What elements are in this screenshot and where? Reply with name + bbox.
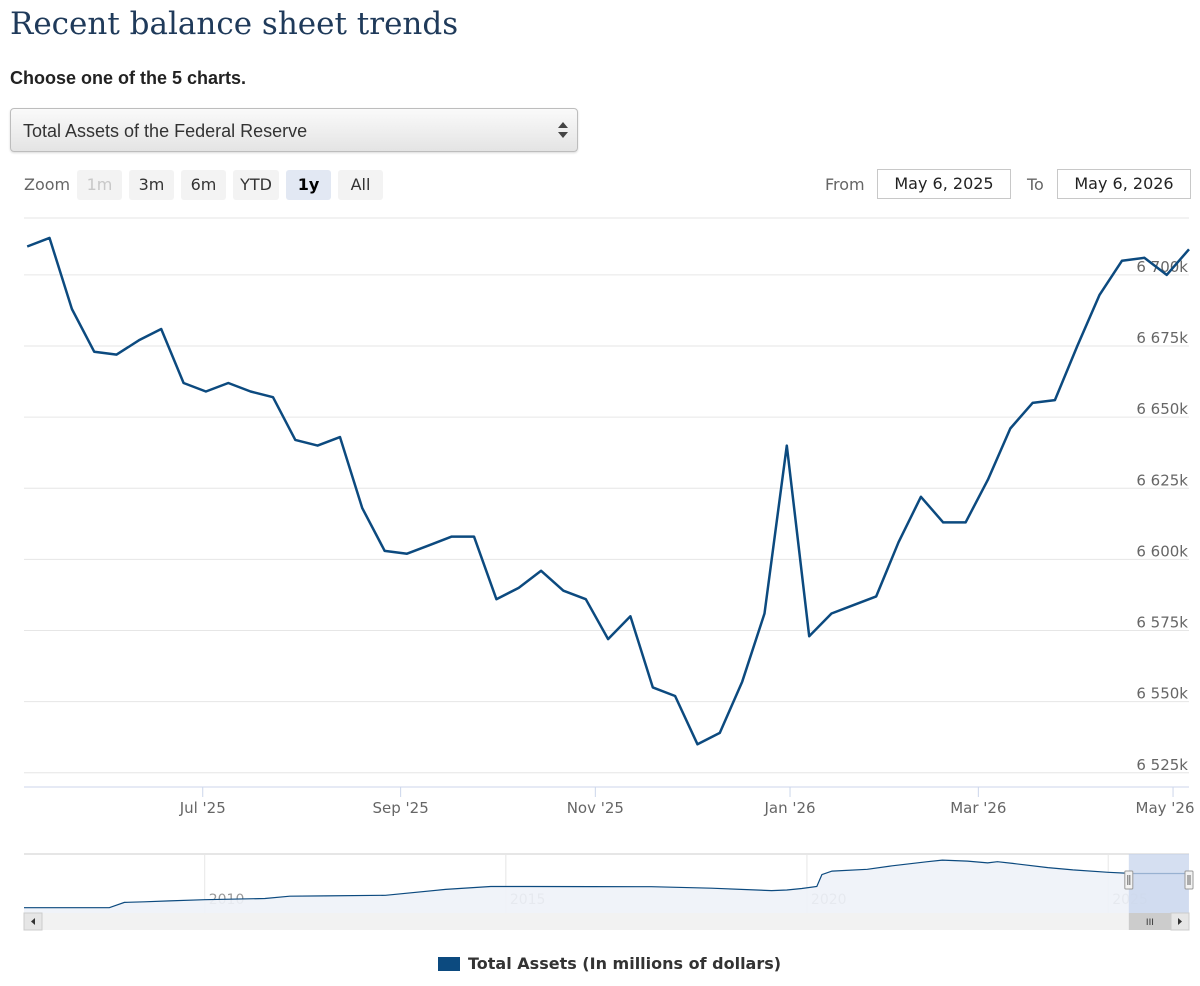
from-label: From bbox=[825, 175, 865, 194]
x-tick-label-sep-25: Sep '25 bbox=[373, 799, 429, 817]
zoom-1m-button[interactable]: 1m bbox=[77, 170, 122, 200]
y-axis-ticks: 6 525k 6 550k 6 575k 6 600k 6 625k 6 650k 6 67… bbox=[1136, 258, 1188, 774]
from-date-input[interactable]: May 6, 2025 bbox=[877, 169, 1011, 199]
scroll-left-arrow-icon bbox=[31, 918, 35, 925]
legend-label: Total Assets (In millions of dollars) bbox=[468, 954, 782, 973]
navigator-area bbox=[24, 860, 1189, 913]
x-tick-label-may-26: May '26 bbox=[1136, 799, 1195, 817]
zoom-1y-button[interactable]: 1y bbox=[286, 170, 331, 200]
scrollbar-grip-icon: III bbox=[1146, 918, 1154, 928]
scrollbar-thumb bbox=[1128, 913, 1171, 930]
chart-select-dropdown[interactable]: Total Assets of the Federal Reserve bbox=[10, 108, 578, 152]
y-tick-label-6-625k: 6 625k bbox=[1136, 471, 1188, 489]
x-tick-label-mar-26: Mar '26 bbox=[950, 799, 1006, 817]
handle-body bbox=[1184, 870, 1194, 890]
to-label: To bbox=[1027, 175, 1044, 194]
y-tick-label-6-600k: 6 600k bbox=[1136, 542, 1188, 560]
zoom-ytd-button[interactable]: YTD bbox=[233, 170, 279, 200]
x-tick-label-jul-25: Jul '25 bbox=[179, 799, 226, 817]
x-axis-ticks: Jul '25 Sep '25 Nov '25 Jan '26 Mar '26 May '… bbox=[179, 787, 1195, 817]
to-date-input[interactable]: May 6, 2026 bbox=[1057, 169, 1191, 199]
navigator-scrollbar[interactable]: III bbox=[23, 912, 1190, 931]
grid-lines bbox=[24, 217, 1189, 788]
scrollbar-track bbox=[24, 913, 1189, 930]
zoom-3m-button[interactable]: 3m bbox=[129, 170, 174, 200]
y-tick-label-6-550k: 6 550k bbox=[1136, 685, 1188, 703]
chart-svg: 6 525k 6 550k 6 575k 6 600k 6 625k 6 650k 6 67… bbox=[23, 217, 1195, 931]
y-tick-label-6-675k: 6 675k bbox=[1136, 329, 1188, 347]
navigator-handle-left bbox=[1124, 870, 1134, 890]
navigator-selection bbox=[1128, 854, 1189, 913]
zoom-6m-button[interactable]: 6m bbox=[181, 170, 226, 200]
page-title: Recent balance sheet trends bbox=[10, 6, 459, 42]
y-tick-label-6-575k: 6 575k bbox=[1136, 614, 1188, 632]
y-tick-label-6-525k: 6 525k bbox=[1136, 756, 1188, 774]
dropdown-arrows-icon bbox=[558, 122, 568, 138]
series-line-total-assets[interactable] bbox=[26, 236, 1190, 746]
legend-swatch bbox=[438, 957, 460, 971]
navigator-series-line bbox=[24, 859, 1189, 909]
zoom-label: Zoom bbox=[24, 175, 71, 194]
chart-select-value: Total Assets of the Federal Reserve bbox=[23, 121, 308, 141]
y-tick-label-6-650k: 6 650k bbox=[1136, 400, 1188, 418]
x-tick-label-nov-25: Nov '25 bbox=[567, 799, 624, 817]
navigator[interactable]: 2010201520202025 bbox=[24, 853, 1194, 913]
chart-chooser-instruction: Choose one of the 5 charts. bbox=[10, 68, 247, 88]
handle-body bbox=[1124, 870, 1134, 890]
navigator-handle-right bbox=[1184, 870, 1194, 890]
zoom-all-button[interactable]: All bbox=[338, 170, 383, 200]
x-tick-label-jan-26: Jan '26 bbox=[763, 799, 815, 817]
scroll-right-arrow-icon bbox=[1178, 918, 1182, 925]
